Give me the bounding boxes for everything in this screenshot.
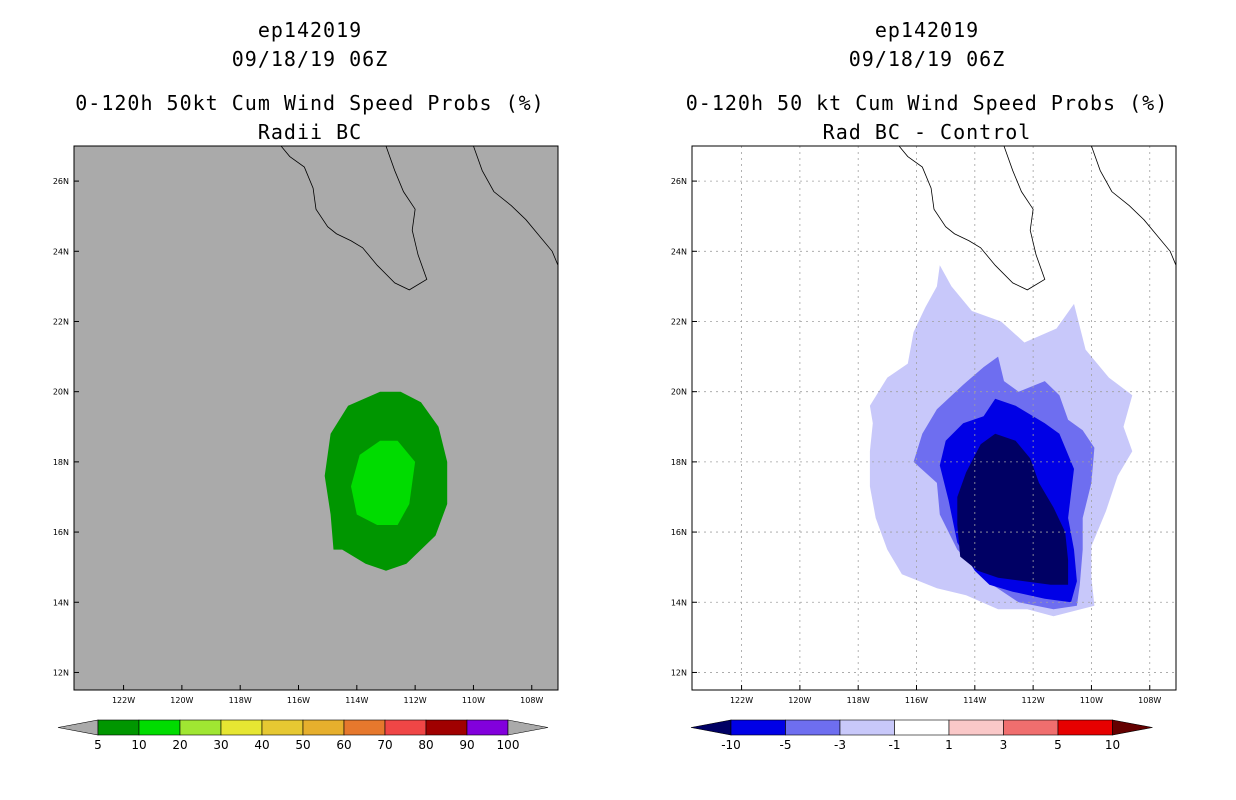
lon-tick-label: 122W	[730, 696, 753, 705]
lon-tick-label: 112W	[404, 696, 427, 705]
map-panel-right: 122W 120W 118W 116W 114W 112W 110W 108W 12N 14N 16…	[671, 145, 1177, 752]
right-title-subtitle: Rad BC - Control	[822, 120, 1032, 144]
colorbar-label: 10	[1105, 738, 1120, 752]
colorbar-swatch	[894, 719, 950, 736]
colorbar-swatch	[261, 719, 304, 736]
map-content	[280, 146, 558, 571]
colorbar-label: 90	[459, 738, 474, 752]
colorbar-label: 20	[172, 738, 187, 752]
colorbar-label: -5	[780, 738, 792, 752]
colorbar-label: 100	[497, 738, 520, 752]
lon-tick-label: 120W	[788, 696, 811, 705]
lat-tick-label: 20N	[53, 388, 69, 397]
left-title-storm-id: ep142019	[257, 18, 363, 42]
lon-tick-label: 122W	[112, 696, 135, 705]
colorbar-swatch	[138, 719, 181, 736]
lon-tick-label: 108W	[520, 696, 543, 705]
lon-tick-label: 108W	[1138, 696, 1161, 705]
lat-tick-label: 26N	[671, 177, 687, 186]
colorbar-swatch	[97, 719, 140, 736]
lat-tick-label: 22N	[671, 317, 687, 326]
lat-tick-label: 16N	[53, 528, 69, 537]
lon-tick-label: 114W	[345, 696, 368, 705]
colorbar-swatch	[1057, 719, 1113, 736]
colorbar-swatch	[384, 719, 427, 736]
lon-tick-label: 116W	[287, 696, 310, 705]
colorbar-swatch	[466, 719, 509, 736]
colorbar-label: 70	[377, 738, 392, 752]
lon-tick-label: 120W	[170, 696, 193, 705]
colorbar-label: 3	[1000, 738, 1008, 752]
lat-tick-label: 14N	[53, 598, 69, 607]
lon-tick-label: 110W	[1080, 696, 1103, 705]
colorbar-label: 5	[1054, 738, 1062, 752]
map-content	[692, 146, 1176, 690]
colorbar-swatch	[839, 719, 895, 736]
contour-<-10	[957, 433, 1069, 585]
lat-tick-label: 14N	[671, 598, 687, 607]
colorbar-swatch	[343, 719, 386, 736]
colorbar-low-triangle	[690, 719, 732, 736]
lon-tick-label: 114W	[963, 696, 986, 705]
colorbar-swatch	[785, 719, 841, 736]
lat-tick-label: 16N	[671, 528, 687, 537]
lat-tick-label: 18N	[53, 458, 69, 467]
colorbar-low-triangle	[57, 719, 99, 736]
colorbar-swatch	[730, 719, 786, 736]
right-title-datetime: 09/18/19 06Z	[848, 47, 1006, 71]
colorbar-high-triangle	[507, 719, 549, 736]
colorbar-swatch	[302, 719, 345, 736]
colorbar-label: 5	[94, 738, 102, 752]
colorbar-label: -1	[889, 738, 901, 752]
lat-tick-label: 12N	[53, 668, 69, 677]
map-background	[74, 146, 558, 690]
left-title-subtitle: Radii BC	[257, 120, 363, 144]
coastline-baja	[898, 146, 1046, 291]
colorbar-left: 5 10 20 30 40 50 60 70 80 90 100	[57, 719, 549, 752]
colorbar-label: 1	[945, 738, 953, 752]
map-frame	[73, 145, 559, 691]
right-title-product: 0-120h 50 kt Cum Wind Speed Probs (%)	[685, 91, 1169, 115]
colorbar-high-triangle	[1112, 719, 1153, 736]
colorbar-swatch	[1003, 719, 1059, 736]
contour-10-20	[351, 440, 416, 525]
map-panel-left: 122W 120W 118W 116W 114W 112W 110W 108W 12N 14N 16…	[53, 145, 559, 752]
lon-tick-label: 110W	[462, 696, 485, 705]
colorbar-label: 50	[295, 738, 310, 752]
colorbar-label: 60	[336, 738, 351, 752]
colorbar-swatch	[220, 719, 263, 736]
colorbar-label: 80	[418, 738, 433, 752]
lat-tick-label: 18N	[671, 458, 687, 467]
coastline-mainland	[473, 146, 558, 266]
colorbar-swatch	[179, 719, 222, 736]
lat-tick-label: 22N	[53, 317, 69, 326]
colorbar-label: -3	[834, 738, 846, 752]
colorbar-label: 40	[254, 738, 269, 752]
left-title-product: 0-120h 50kt Cum Wind Speed Probs (%)	[75, 91, 545, 115]
lat-tick-label: 12N	[671, 668, 687, 677]
map-frame	[691, 145, 1177, 691]
lat-tick-label: 20N	[671, 388, 687, 397]
colorbar-label: -10	[721, 738, 741, 752]
lat-tick-label: 24N	[671, 247, 687, 256]
colorbar-label: 10	[131, 738, 146, 752]
lon-tick-label: 112W	[1022, 696, 1045, 705]
colorbar-swatch	[425, 719, 468, 736]
lon-tick-label: 118W	[847, 696, 870, 705]
coastline-baja	[280, 146, 428, 291]
left-title-datetime: 09/18/19 06Z	[231, 47, 389, 71]
lat-tick-label: 24N	[53, 247, 69, 256]
colorbar-right: -10 -5 -3 -1 1 3 5 10	[690, 719, 1153, 752]
colorbar-swatch	[948, 719, 1004, 736]
coastline-mainland	[1091, 146, 1176, 266]
right-title-storm-id: ep142019	[874, 18, 980, 42]
lat-tick-label: 26N	[53, 177, 69, 186]
lon-tick-label: 118W	[229, 696, 252, 705]
colorbar-label: 30	[213, 738, 228, 752]
lon-tick-label: 116W	[905, 696, 928, 705]
